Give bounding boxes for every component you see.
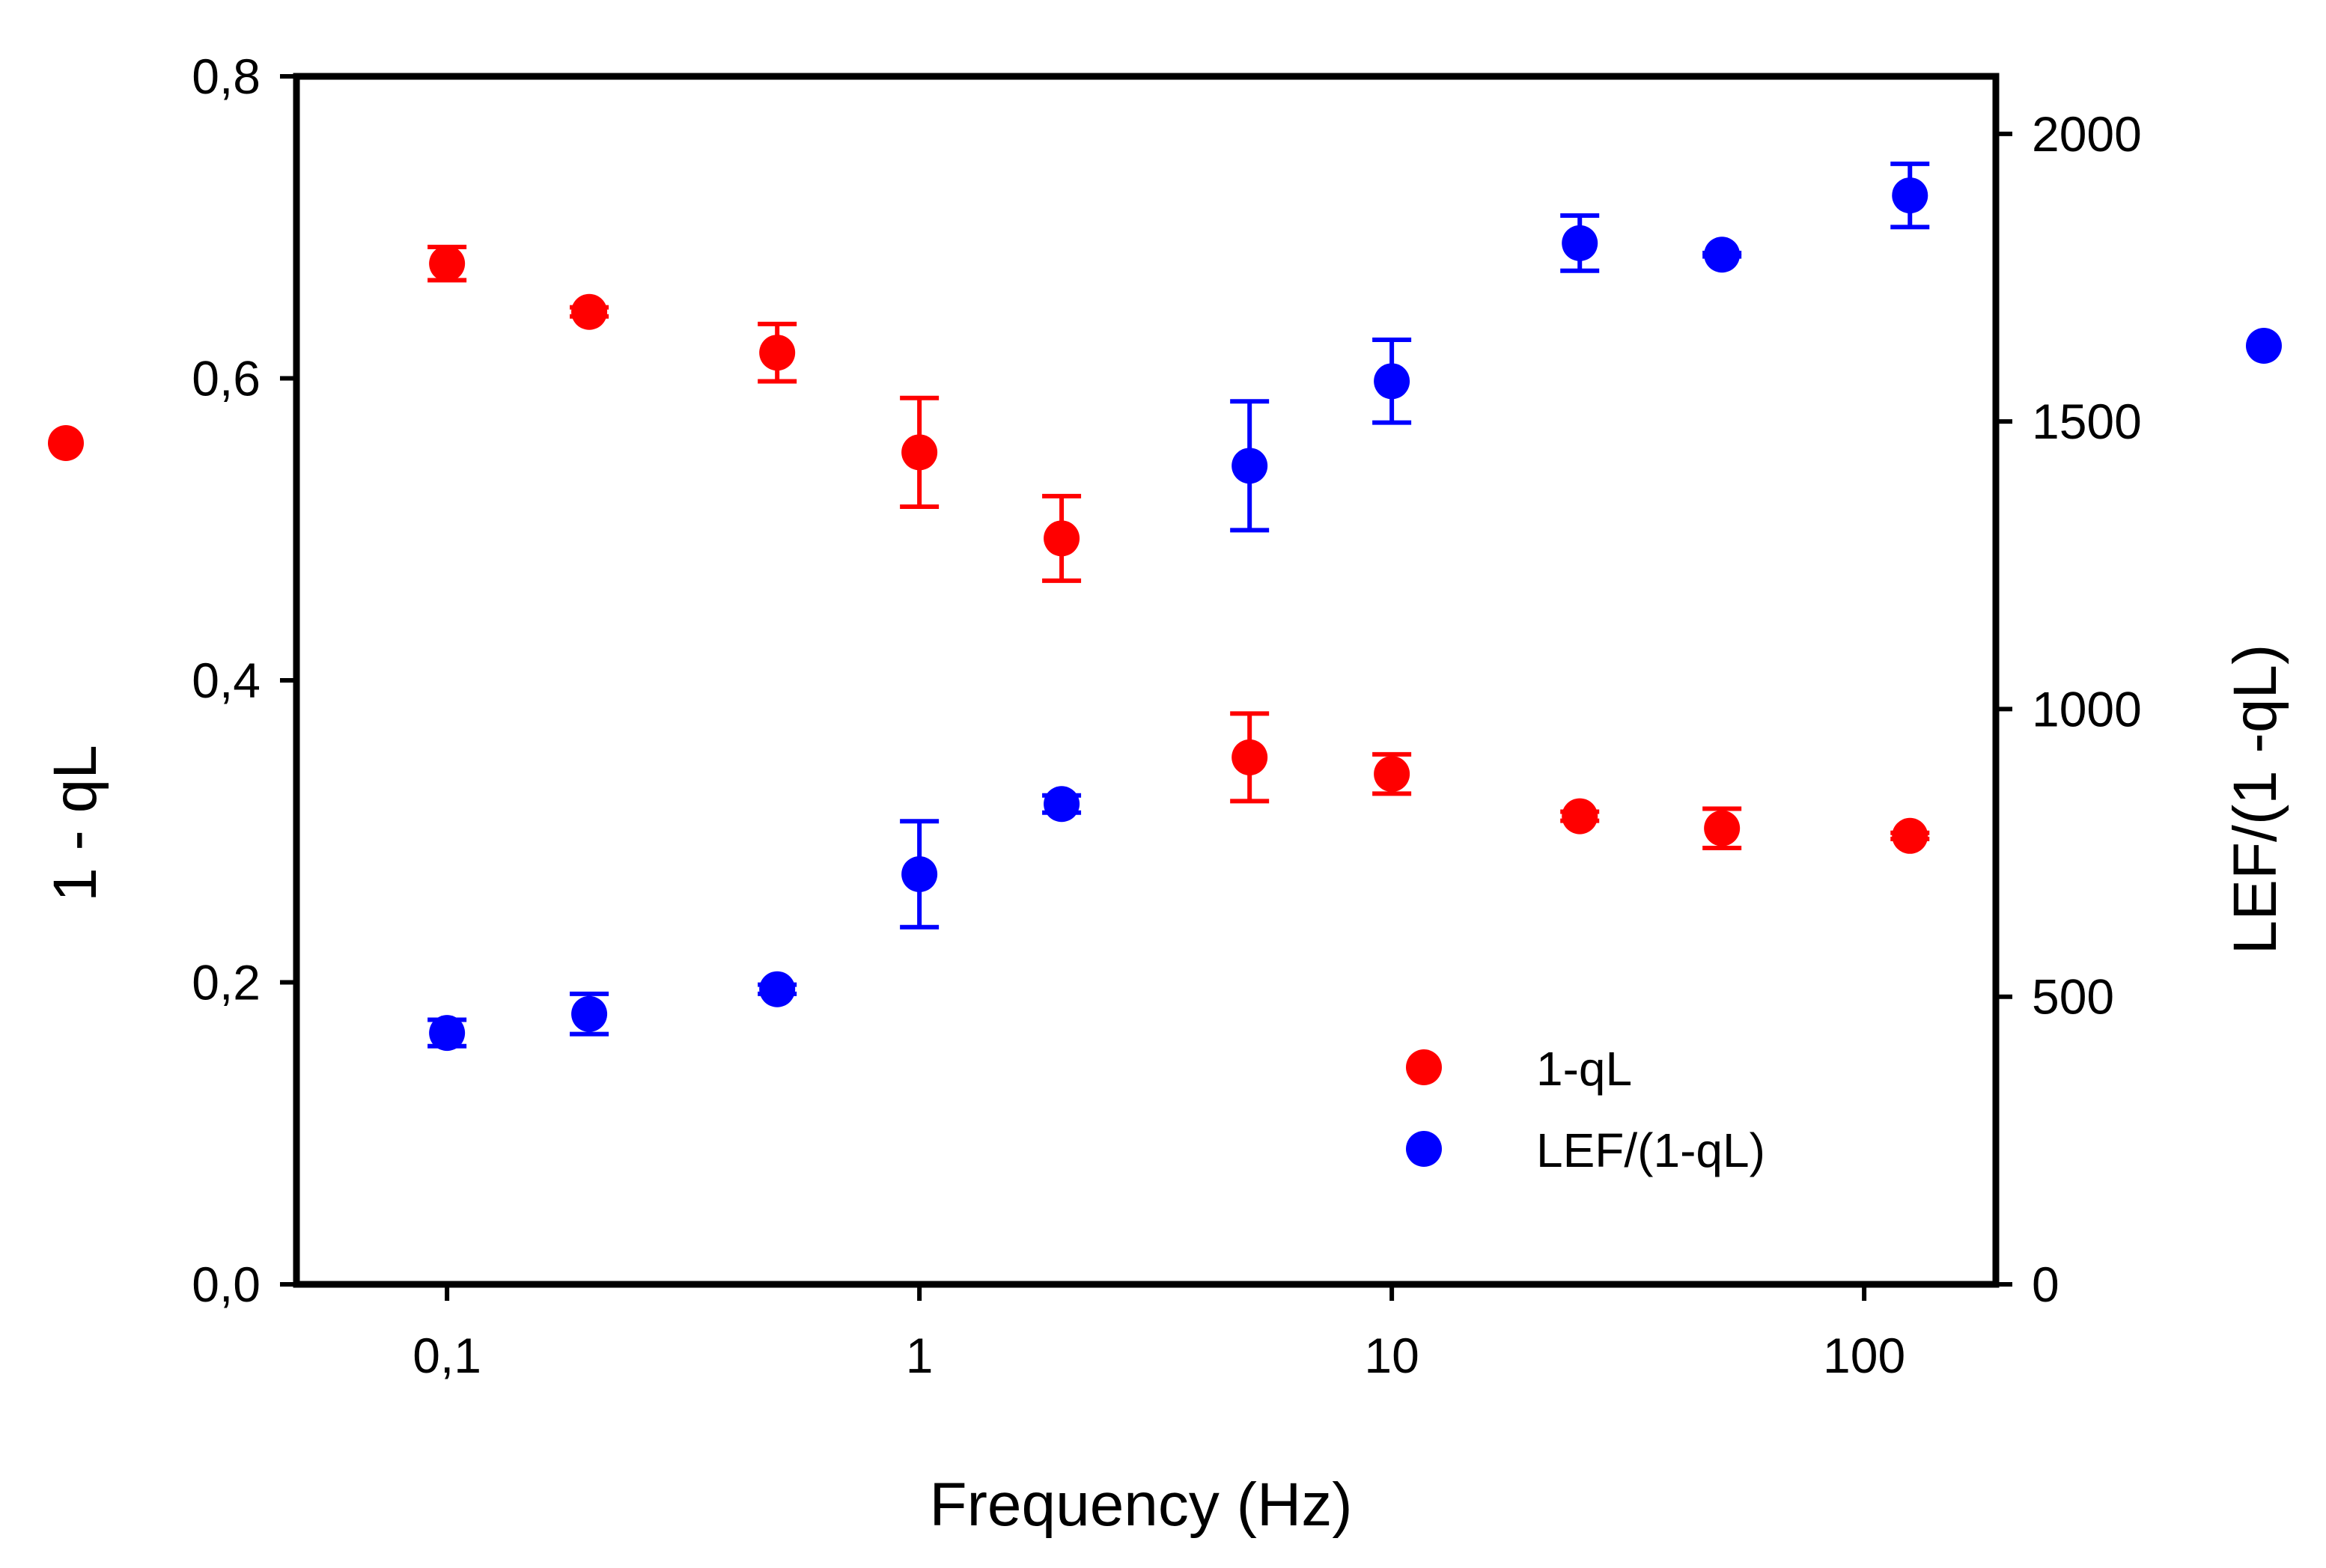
data-point-red	[1044, 520, 1080, 557]
x-tick-label: 10	[1364, 1328, 1419, 1383]
x-axis: 0,1 1 10 100	[412, 1284, 1905, 1383]
right-y-axis: 0 500 1000 1500 2000	[1996, 106, 2142, 1312]
data-point-blue	[1562, 225, 1598, 261]
data-point-red	[901, 434, 938, 471]
data-point-blue	[901, 856, 938, 893]
data-point-red	[759, 335, 796, 371]
legend-marker-1-qL	[1406, 1049, 1442, 1085]
legend-label-lef: LEF/(1-qL)	[1536, 1123, 1765, 1177]
y-left-tick-label: 0,8	[192, 49, 261, 104]
y-left-tick-label: 0,2	[192, 955, 261, 1010]
y-right-tick-label: 1500	[2032, 394, 2142, 449]
left-axis-series-marker	[48, 425, 84, 461]
right-y-axis-title: LEF/(1 -qL)	[2221, 644, 2289, 955]
data-point-red	[1704, 810, 1741, 846]
data-point-red	[1562, 798, 1598, 835]
left-y-axis: 0,0 0,2 0,4 0,6 0,8	[192, 49, 296, 1312]
x-tick-label: 0,1	[412, 1328, 481, 1383]
legend-label-1-qL: 1-qL	[1536, 1042, 1632, 1096]
data-point-blue	[1704, 237, 1741, 273]
series-red	[427, 244, 1930, 854]
data-point-blue	[571, 995, 608, 1032]
series-layer	[427, 161, 1930, 1052]
legend: 1-qL LEF/(1-qL)	[1406, 1042, 1765, 1177]
data-point-red	[1374, 756, 1410, 793]
y-left-tick-label: 0,6	[192, 351, 261, 406]
x-axis-title: Frequency (Hz)	[929, 1471, 1352, 1539]
y-left-tick-label: 0,4	[192, 653, 261, 708]
y-left-tick-label: 0,0	[192, 1257, 261, 1312]
y-right-tick-label: 0	[2032, 1257, 2059, 1312]
x-tick-label: 1	[906, 1328, 934, 1383]
data-point-red	[1892, 817, 1928, 854]
legend-marker-lef	[1406, 1131, 1442, 1167]
data-point-red	[571, 293, 608, 330]
series-blue	[427, 161, 1930, 1052]
y-right-tick-label: 1000	[2032, 681, 2142, 736]
data-point-blue	[429, 1015, 466, 1052]
y-right-tick-label: 2000	[2032, 106, 2142, 162]
data-point-red	[1231, 739, 1268, 775]
y-right-tick-label: 500	[2032, 969, 2114, 1025]
data-point-blue	[1231, 448, 1268, 484]
data-point-red	[429, 245, 466, 282]
data-point-blue	[1892, 177, 1928, 214]
data-point-blue	[1044, 786, 1080, 823]
x-tick-label: 100	[1823, 1328, 1905, 1383]
data-point-blue	[759, 971, 796, 1007]
right-axis-series-marker	[2246, 328, 2282, 364]
left-y-axis-title: 1 - qL	[41, 745, 109, 902]
data-point-blue	[1374, 363, 1410, 400]
